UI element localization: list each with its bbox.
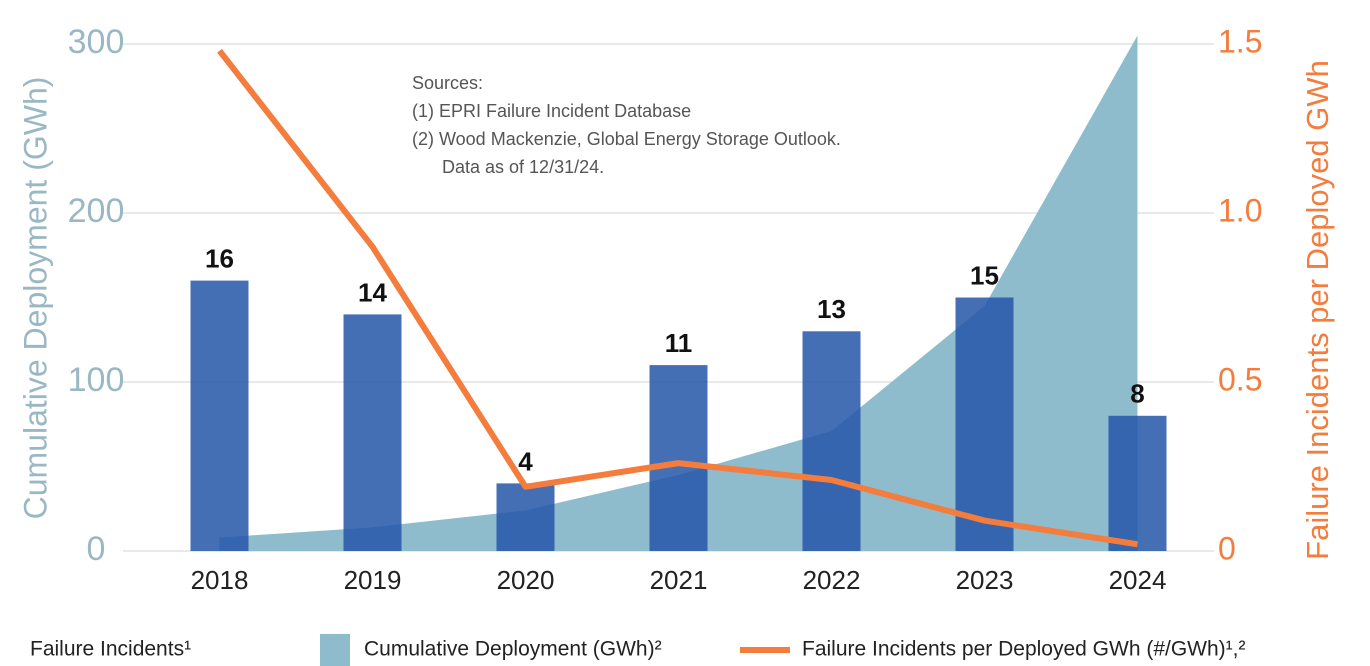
bar xyxy=(343,314,402,551)
data-label: 16 xyxy=(205,243,234,273)
y-tick-label: 0 xyxy=(87,530,106,568)
annotation: (2) Wood Mackenzie, Global Energy Storag… xyxy=(412,129,841,149)
y2-tick-label: 1.5 xyxy=(1218,23,1262,59)
bar xyxy=(1108,415,1167,551)
x-tick-label: 2019 xyxy=(344,565,402,595)
data-label: 8 xyxy=(1130,379,1144,409)
area xyxy=(219,35,1138,552)
legend-label: Failure Incidents per Deployed GWh (#/GW… xyxy=(802,638,1245,661)
annotation: (1) EPRI Failure Incident Database xyxy=(412,101,691,121)
bar xyxy=(802,331,861,551)
legend-label: Failure Incidents¹ xyxy=(30,638,191,661)
bar xyxy=(496,483,555,551)
y2-tick-label: 1.0 xyxy=(1218,192,1262,228)
bar xyxy=(190,280,249,551)
bar xyxy=(649,365,708,551)
x-tick-label: 2021 xyxy=(650,565,708,595)
legend-label: Cumulative Deployment (GWh)² xyxy=(364,638,662,661)
legend-swatch xyxy=(320,634,350,666)
data-label: 13 xyxy=(817,294,846,324)
annotation: Sources: xyxy=(412,73,483,93)
bar xyxy=(955,297,1014,551)
data-label: 15 xyxy=(970,260,999,290)
data-label: 14 xyxy=(358,277,387,307)
y-tick-label: 100 xyxy=(68,361,125,399)
y2-tick-label: 0.5 xyxy=(1218,361,1262,397)
data-label: 11 xyxy=(665,328,693,358)
x-tick-label: 2023 xyxy=(956,565,1014,595)
y2-axis-label: Failure Incidents per Deployed GWh xyxy=(1300,60,1335,560)
data-label: 4 xyxy=(518,446,533,476)
y2-tick-label: 0 xyxy=(1218,530,1236,566)
annotation: Data as of 12/31/24. xyxy=(442,157,604,177)
x-tick-label: 2018 xyxy=(191,565,249,595)
y-tick-label: 300 xyxy=(68,23,125,61)
x-tick-label: 2020 xyxy=(497,565,555,595)
x-tick-label: 2024 xyxy=(1109,565,1167,595)
line xyxy=(217,48,1138,548)
y-axis-label: Cumulative Deployment (GWh) xyxy=(17,77,53,520)
x-tick-label: 2022 xyxy=(803,565,861,595)
y-tick-label: 200 xyxy=(68,192,125,230)
